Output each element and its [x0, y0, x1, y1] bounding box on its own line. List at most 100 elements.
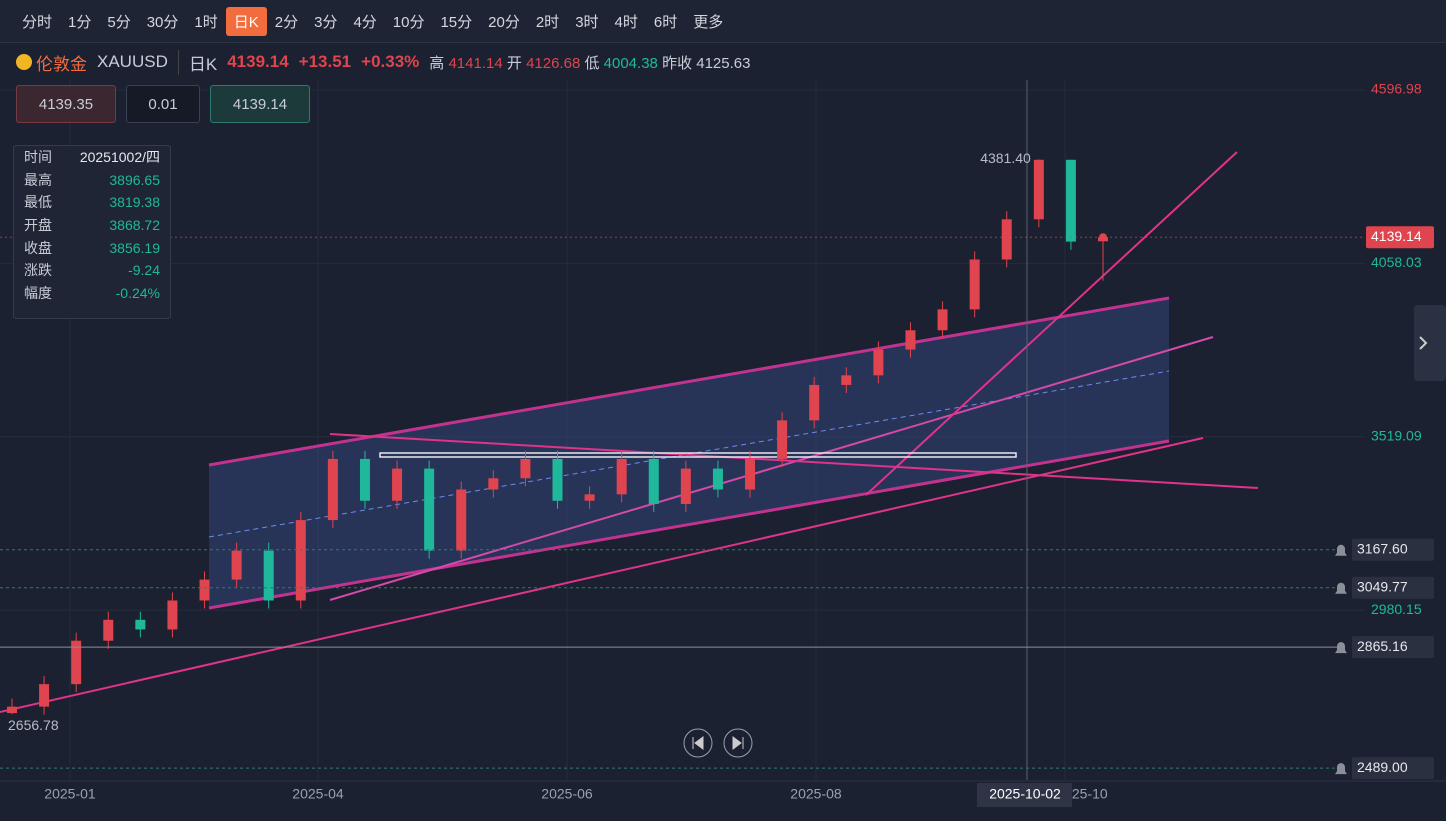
candle-body — [777, 420, 788, 459]
candle-body — [456, 489, 467, 551]
order-bar: 4139.35 0.01 4139.14 — [16, 85, 310, 123]
timeframes: 分时 1分 5分 30分 1时 日K 2分 3分 4分 10分 15分 20分 2时 3时 4时 6时 更多 — [14, 6, 731, 36]
alert-box — [1352, 636, 1434, 659]
sell-button[interactable]: 4139.35 — [16, 85, 116, 123]
timeframe[interactable]: 15分 — [440, 13, 473, 31]
candle-body — [359, 458, 370, 501]
open: 4126.68 — [526, 54, 581, 72]
qty-input[interactable]: 0.01 — [126, 85, 200, 123]
timeframe[interactable]: 4时 — [614, 13, 638, 31]
timeframe[interactable]: 5分 — [107, 13, 131, 31]
crosshair-date: 2025-10-02 — [989, 786, 1061, 802]
candle-body — [841, 375, 852, 385]
info-label: 幅度 — [24, 284, 52, 301]
label: 高 — [429, 54, 445, 72]
price: 4139.14 — [227, 52, 289, 71]
timeframe[interactable]: 1时 — [194, 13, 218, 31]
y-tick-label: 3519.09 — [1371, 427, 1422, 443]
candle-body — [39, 684, 50, 707]
prev: 4125.63 — [696, 54, 751, 72]
info-row: 收盘 3856.19 — [14, 236, 170, 259]
y-tick-label: 4596.98 — [1371, 81, 1422, 97]
timeframe[interactable]: 4分 — [353, 13, 377, 31]
candle-body — [135, 619, 146, 630]
grid — [0, 80, 1365, 780]
info-label: 收盘 — [24, 239, 52, 256]
change: +13.51 — [298, 52, 352, 71]
info-row: 涨跌 -9.24 — [14, 259, 170, 282]
period[interactable]: 日K — [177, 49, 217, 75]
candle-body — [392, 468, 403, 501]
price-axis — [1365, 42, 1446, 781]
low: 4004.38 — [603, 54, 658, 72]
info-value: -9.24 — [128, 262, 160, 279]
timeframe[interactable]: 分时 — [22, 13, 53, 31]
label: 开 — [506, 54, 522, 72]
y-tick-label: 2980.15 — [1371, 601, 1422, 617]
timeframe[interactable]: 日K — [225, 6, 267, 36]
info-value: -0.24% — [115, 284, 160, 301]
alert-icon — [1335, 642, 1347, 654]
alert-label: 3049.77 — [1357, 578, 1408, 594]
alert-box — [1352, 576, 1434, 599]
y-tick-label: 4058.03 — [1371, 254, 1422, 270]
candle-body — [199, 579, 210, 601]
playback — [683, 728, 753, 758]
icon — [692, 736, 704, 750]
candle-body — [873, 349, 884, 376]
icon — [1419, 336, 1428, 350]
timeframe[interactable]: 30分 — [146, 13, 179, 31]
candle-body — [584, 494, 595, 501]
trend-line — [0, 437, 1204, 713]
info-label: 最高 — [24, 171, 52, 188]
more-menu[interactable]: 更多 — [693, 13, 724, 31]
label: 昨收 — [662, 54, 693, 72]
side-toggle[interactable] — [1414, 305, 1446, 381]
candle-body — [616, 458, 627, 495]
high: 4141.14 — [448, 54, 503, 72]
candle-body — [424, 468, 435, 551]
timeframe[interactable]: 2时 — [535, 13, 560, 31]
candle-body — [680, 468, 691, 504]
timeframe[interactable]: 20分 — [488, 13, 520, 31]
candle-body — [1033, 159, 1044, 220]
label: 低 — [584, 54, 600, 72]
name: 伦敦金 — [36, 54, 87, 74]
info-label: 时间 — [24, 149, 52, 166]
prev-button[interactable] — [683, 728, 713, 758]
timeframe[interactable]: 6时 — [653, 13, 678, 31]
last-box — [1366, 226, 1434, 249]
timeframe[interactable]: 2分 — [274, 13, 299, 31]
range-box — [379, 452, 1017, 458]
next-button[interactable] — [723, 728, 753, 758]
alert-label: 3167.60 — [1357, 541, 1408, 557]
candle-body — [809, 384, 820, 421]
buy-button[interactable]: 4139.14 — [210, 85, 310, 123]
alert-box — [1352, 538, 1434, 561]
info-value: 3896.65 — [109, 171, 160, 188]
channel-bottom — [208, 439, 1170, 610]
high-annotation: 4381.40 — [980, 150, 1031, 166]
timeframe[interactable]: 1分 — [68, 13, 92, 31]
timeframe[interactable]: 3时 — [575, 13, 599, 31]
symbol[interactable]: XAUUSD — [97, 52, 168, 71]
low-annotation: 2656.78 — [8, 717, 59, 733]
candle-body — [552, 458, 563, 501]
alert-icon — [1335, 763, 1347, 775]
info-row: 最低 3819.38 — [14, 191, 170, 214]
candle-body — [7, 706, 17, 714]
candle-body — [937, 309, 948, 331]
info-row: 时间 20251002/四 — [14, 146, 170, 169]
info-label: 涨跌 — [24, 262, 52, 279]
candle-body — [745, 458, 756, 490]
timeframe[interactable]: 10分 — [392, 13, 425, 31]
candle-body — [648, 458, 659, 504]
alert-icon — [1335, 582, 1347, 594]
crosshair-box — [977, 783, 1072, 807]
timeframe[interactable]: 3分 — [314, 13, 338, 31]
trend-line — [329, 336, 1214, 601]
candle-body — [712, 468, 723, 490]
x-tick-label: 2025-08 — [790, 786, 842, 802]
toolbar: 分时 1分 5分 30分 1时 日K 2分 3分 4分 10分 15分 20分 2时 3时 4时 6时 更多 — [0, 0, 1446, 43]
